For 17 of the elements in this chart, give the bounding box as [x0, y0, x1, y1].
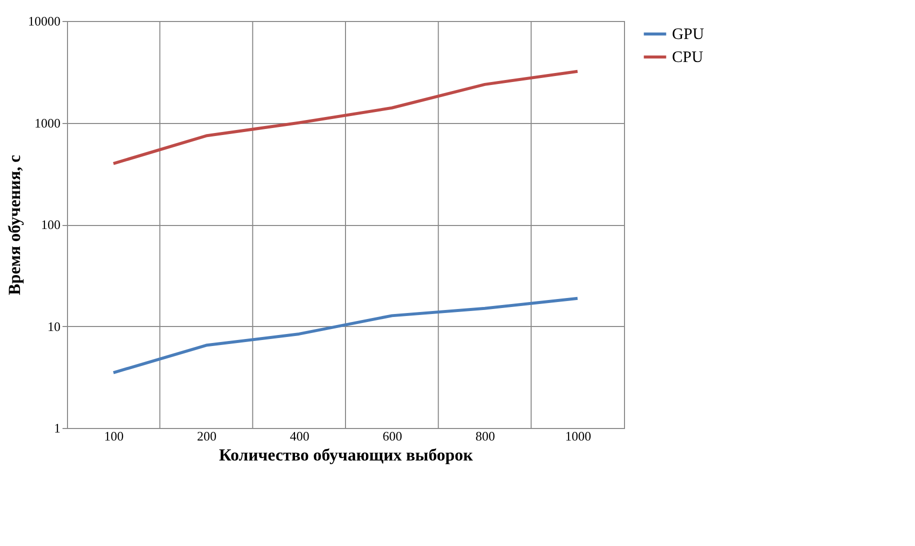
y-axis-title: Время обучения, с	[5, 154, 24, 296]
y-tick-label: 1000	[34, 115, 60, 130]
x-tick-label: 400	[290, 428, 310, 444]
legend-label: GPU	[672, 26, 704, 43]
y-tick-label: 10	[48, 318, 60, 334]
legend-label: CPU	[672, 49, 704, 66]
y-tick-label: 1	[54, 420, 60, 436]
x-tick-label: 100	[104, 428, 124, 444]
x-tick-label: 200	[197, 428, 216, 444]
x-tick-label: 600	[382, 428, 402, 444]
line-series	[112, 296, 580, 374]
y-tick-label: 100	[41, 217, 60, 232]
x-tick-label: 800	[476, 428, 495, 444]
x-axis-title: Количество обучающих выборок	[219, 446, 474, 464]
x-tick-label: 1000	[565, 428, 592, 444]
y-tick-label: 10000	[28, 14, 60, 28]
line-series	[112, 70, 580, 166]
